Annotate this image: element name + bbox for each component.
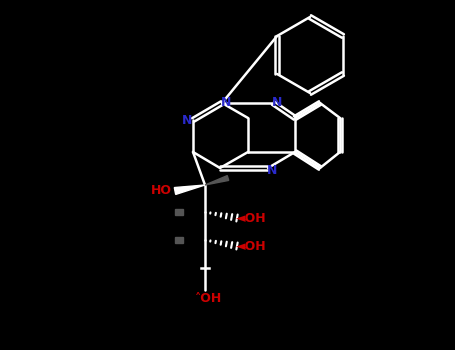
Text: ˄OH: ˄OH: [195, 292, 222, 304]
Polygon shape: [174, 185, 205, 195]
Text: ◄OH: ◄OH: [236, 211, 266, 224]
Text: N: N: [267, 163, 277, 176]
Polygon shape: [175, 237, 183, 243]
Polygon shape: [205, 176, 229, 185]
Text: ◄OH: ◄OH: [236, 239, 266, 252]
Text: HO: HO: [151, 184, 172, 197]
Polygon shape: [175, 209, 183, 215]
Text: N: N: [272, 96, 282, 108]
Text: N: N: [221, 96, 231, 108]
Text: N: N: [182, 114, 192, 127]
